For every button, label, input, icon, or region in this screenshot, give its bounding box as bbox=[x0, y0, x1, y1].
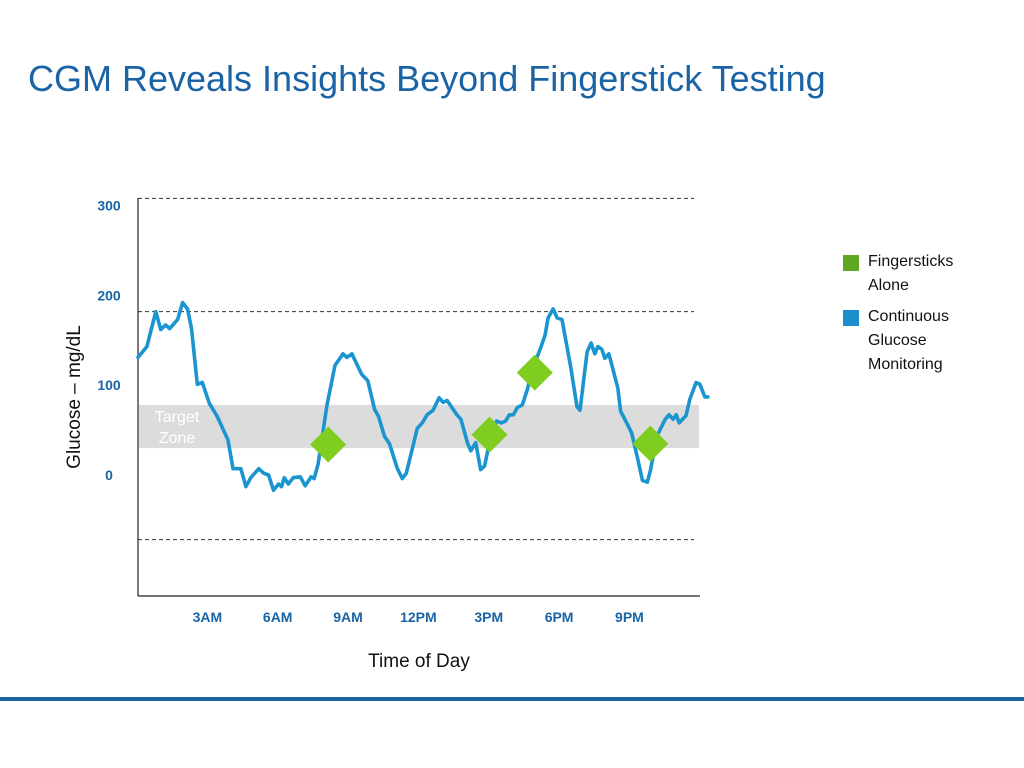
fingerstick-marker-layer bbox=[310, 354, 669, 463]
x-tick-label: 3PM bbox=[474, 609, 503, 625]
cgm-line-layer bbox=[136, 300, 710, 493]
fingerstick-marker bbox=[310, 426, 347, 463]
x-tick-label: 12PM bbox=[400, 609, 437, 625]
legend-swatch-fingersticks bbox=[843, 255, 859, 271]
legend-label-fingersticks: Fingersticks Alone bbox=[868, 253, 954, 294]
footer-rule bbox=[0, 697, 1024, 701]
legend-swatch-cgm bbox=[843, 310, 859, 326]
chart-legend: Fingersticks Alone Continuous Glucose Mo… bbox=[843, 253, 1013, 388]
y-tick-label: 100 bbox=[97, 377, 121, 393]
slide-title: CGM Reveals Insights Beyond Fingerstick … bbox=[28, 58, 826, 99]
fingerstick-marker bbox=[632, 425, 669, 462]
target-zone-label-line: Zone bbox=[159, 430, 196, 447]
x-tick-label: 9PM bbox=[615, 609, 644, 625]
x-tick-label: 6AM bbox=[263, 609, 293, 625]
y-tick-label: 300 bbox=[97, 198, 121, 214]
fingerstick-marker bbox=[516, 354, 553, 391]
y-axis-title: Glucose – mg/dL bbox=[64, 325, 85, 469]
x-tick-label: 3AM bbox=[193, 609, 223, 625]
legend-item-cgm: Continuous Glucose Monitoring bbox=[843, 308, 1013, 377]
axes-layer bbox=[137, 198, 700, 597]
legend-label-cgm: Continuous Glucose Monitoring bbox=[868, 308, 949, 373]
x-tick-label: 9AM bbox=[333, 609, 363, 625]
gridline-layer bbox=[138, 197, 694, 541]
fingerstick-marker bbox=[471, 416, 508, 453]
target-zone-label-line: Target bbox=[155, 409, 200, 426]
y-tick-label: 0 bbox=[105, 467, 113, 483]
cgm-series-line bbox=[136, 300, 710, 493]
y-tick-label: 200 bbox=[97, 287, 121, 303]
x-axis-title: Time of Day bbox=[368, 651, 470, 672]
tick-label-layer: 300 200 100 0 3AM 6AM 9AM 12PM 3PM 6PM 9PM Time of … bbox=[64, 198, 644, 672]
legend-item-fingersticks: Fingersticks Alone bbox=[843, 253, 1013, 298]
x-tick-label: 6PM bbox=[545, 609, 574, 625]
